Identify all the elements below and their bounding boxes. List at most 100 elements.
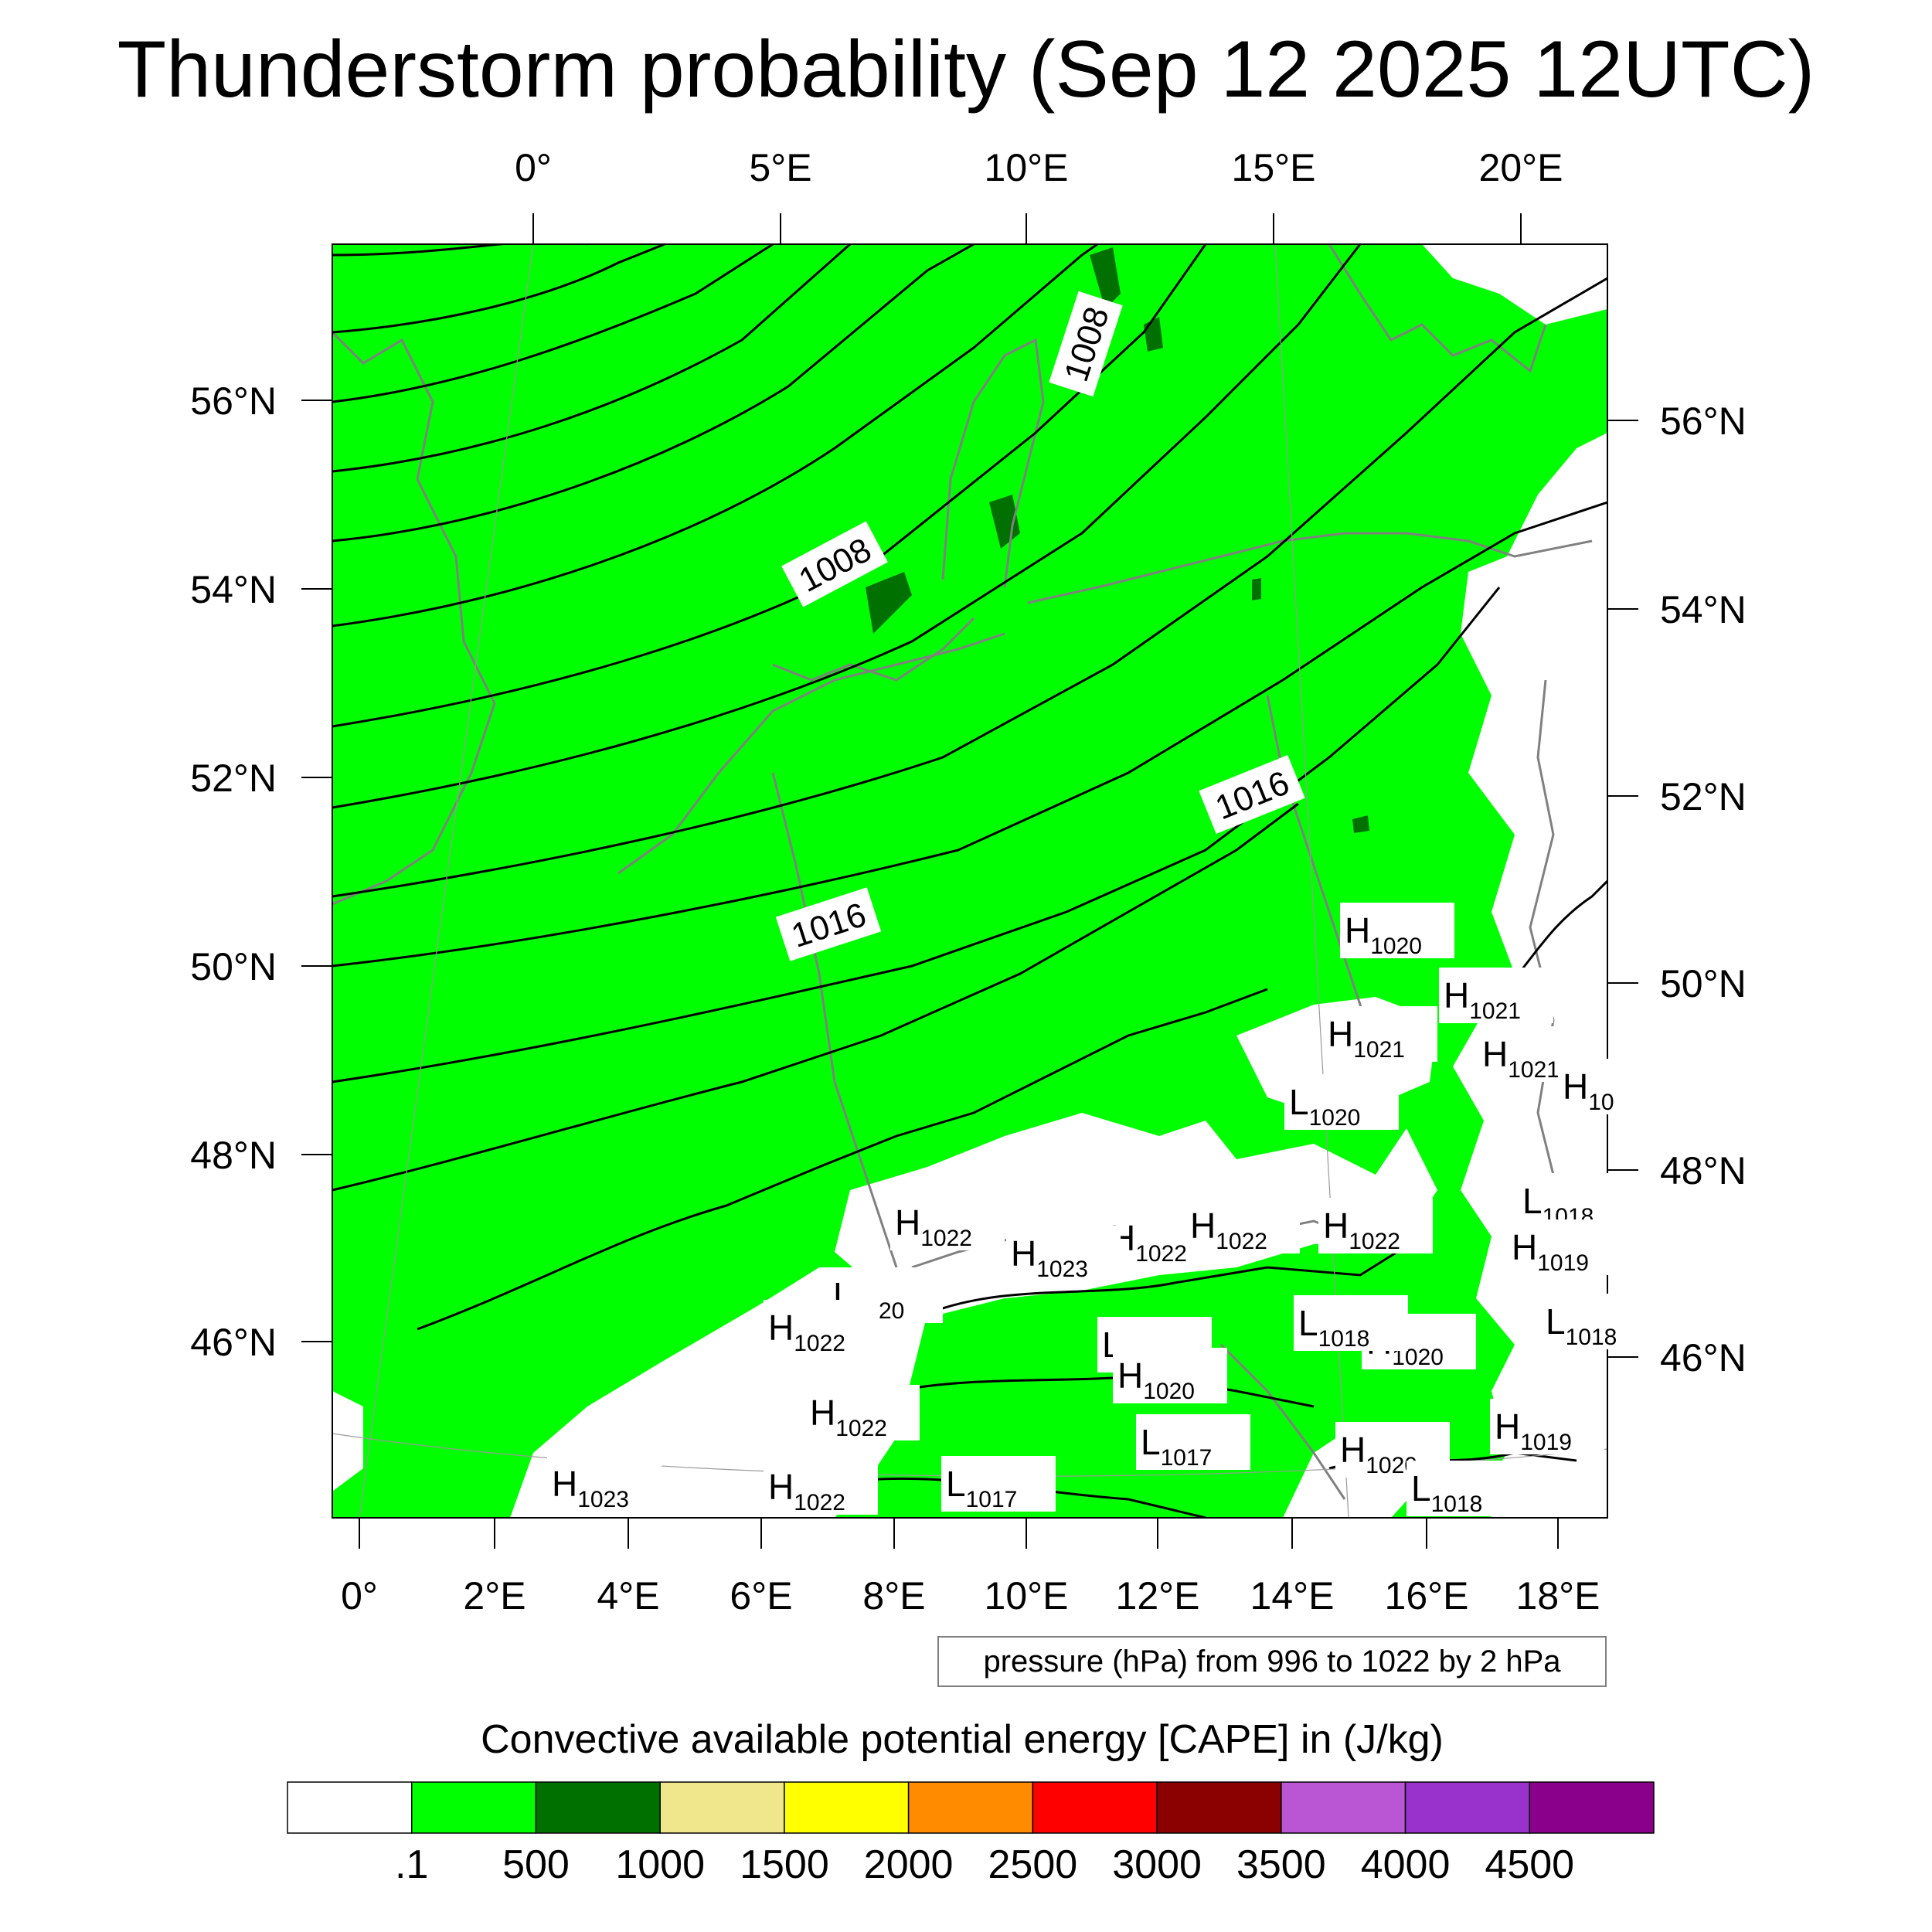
isobar-5 xyxy=(332,244,975,543)
bottom-axis-label-18e: 18°E xyxy=(1516,1574,1600,1617)
isobars xyxy=(332,244,1607,1518)
coast-sweden xyxy=(1328,244,1547,373)
left-axis-label-46n: 46°N xyxy=(190,1321,277,1364)
border-germany-france xyxy=(771,772,898,1268)
isobar-4 xyxy=(332,244,851,473)
contour-info-box: pressure (hPa) from 996 to 1022 by 2 hPa xyxy=(937,1636,1607,1687)
pressure-center-label: L1017 xyxy=(941,1456,1056,1512)
map-frame xyxy=(332,243,1608,1519)
pressure-center-label: L1020 xyxy=(1284,1074,1399,1131)
coast-baltic xyxy=(1027,532,1593,604)
coast-adriatic xyxy=(1219,1343,1346,1500)
pressure-center-label: H1022 xyxy=(1185,1198,1300,1254)
colorbar-swatch xyxy=(410,1781,537,1834)
colorbar-swatch xyxy=(907,1781,1034,1834)
left-axis-label-48n: 48°N xyxy=(190,1134,277,1177)
coast-denmark xyxy=(941,338,1045,588)
pressure-center-label: H1023 xyxy=(1006,1226,1121,1282)
bottom-axis-label-2e: 2°E xyxy=(463,1574,526,1617)
colorbar-label: 4500 xyxy=(1485,1842,1574,1887)
pressure-center-label: H1020 xyxy=(1113,1348,1227,1404)
colorbar-label: 1000 xyxy=(615,1842,705,1887)
right-axis-label-50n: 50°N xyxy=(1660,962,1747,1005)
bottom-axis-label-14e: 14°E xyxy=(1250,1574,1335,1617)
coast-north-sea xyxy=(617,632,1005,875)
top-axis-label-15e: 15°E xyxy=(1232,146,1316,189)
isobar-9 xyxy=(332,277,1607,898)
top-axis-label-20e: 20°E xyxy=(1479,146,1563,189)
bottom-axis-label-12e: 12°E xyxy=(1116,1574,1200,1617)
white-region-west-edge xyxy=(332,1391,363,1492)
isobar-alps-1 xyxy=(927,1235,1423,1315)
border-east-2 xyxy=(1529,679,1563,1206)
left-axis-label-56n: 56°N xyxy=(190,379,277,423)
pressure-center-label: H1020 xyxy=(1340,903,1454,959)
pressure-center-label: H10 xyxy=(1558,1059,1638,1115)
right-axis-label-48n: 48°N xyxy=(1660,1149,1747,1192)
meridian-0 xyxy=(359,244,534,1518)
pressure-center-label: L1018 xyxy=(1294,1295,1408,1352)
bottom-axis-label-16e: 16°E xyxy=(1385,1574,1469,1617)
colorbar-label: 500 xyxy=(502,1842,570,1887)
map-title: Thunderstorm probability (Sep 12 2025 12… xyxy=(117,25,1815,114)
colorbar-swatch xyxy=(1281,1781,1406,1834)
bottom-axis-label-10e: 10°E xyxy=(985,1574,1069,1617)
colorbar-swatch xyxy=(1156,1781,1282,1834)
axis-labels: 0° 5°E 10°E 15°E 20°E 0° 2°E 4°E 6°E 8°E… xyxy=(190,146,1746,1617)
isobar-11 xyxy=(332,587,1501,1083)
pressure-center-label: H1022 xyxy=(764,1300,878,1356)
isobar-2 xyxy=(332,244,665,334)
isobar-1 xyxy=(332,244,587,257)
colorbar-label: 3000 xyxy=(1112,1842,1202,1887)
dark-green-patch-1 xyxy=(866,572,912,634)
top-axis-label-10e: 10°E xyxy=(985,146,1069,189)
colorbar-swatch xyxy=(659,1781,785,1834)
dark-green-patch-6 xyxy=(1252,578,1261,600)
dark-green-patch-3 xyxy=(1090,247,1121,309)
colorbar-label: 3500 xyxy=(1236,1842,1326,1887)
colorbar-swatch xyxy=(287,1781,413,1834)
bottom-axis-label-8e: 8°E xyxy=(862,1574,925,1617)
bottom-axis-label-4e: 4°E xyxy=(597,1574,659,1617)
axis-ticks xyxy=(301,213,1638,1549)
pressure-center-label: H1021 xyxy=(1439,968,1553,1024)
pressure-center-label: H1021 xyxy=(1323,1006,1437,1063)
pressure-center-label: L1017 xyxy=(1136,1414,1250,1471)
pressure-center-label: H1022 xyxy=(1318,1198,1433,1254)
bottom-axis-label-0: 0° xyxy=(341,1574,378,1617)
dark-green-patch-2 xyxy=(989,495,1020,549)
isobar-12 xyxy=(332,802,1299,1192)
isobar-3 xyxy=(332,244,774,403)
colorbar-label: 1500 xyxy=(740,1842,829,1887)
pressure-center-label: L1018 xyxy=(1406,1461,1521,1517)
pressure-center-label: H1022 xyxy=(805,1385,920,1441)
dark-green-patch-5 xyxy=(1352,815,1369,833)
colorbar-label: .1 xyxy=(395,1842,428,1887)
pressure-center-label: H1019 xyxy=(1507,1219,1621,1276)
left-axis-label-54n: 54°N xyxy=(190,568,277,611)
colorbar-label: 2000 xyxy=(864,1842,954,1887)
bottom-axis-label-6e: 6°E xyxy=(730,1574,792,1617)
pressure-center-label: H1022 xyxy=(764,1459,878,1515)
isobar-6 xyxy=(332,244,1098,628)
contour-info-text: pressure (hPa) from 996 to 1022 by 2 hPa xyxy=(983,1645,1561,1679)
colorbar-swatch xyxy=(1404,1781,1531,1834)
pressure-center-label: L1018 xyxy=(1541,1294,1655,1350)
coast-britain xyxy=(332,331,496,906)
colorbar-swatch xyxy=(1529,1781,1655,1834)
left-axis-label-50n: 50°N xyxy=(190,945,277,988)
colorbar-label: 2500 xyxy=(988,1842,1078,1887)
coast-north-germany xyxy=(772,617,975,682)
isobar-10 xyxy=(332,501,1607,968)
pressure-center-label: H1019 xyxy=(1490,1399,1604,1455)
pressure-center-label: H1022 xyxy=(890,1195,1005,1251)
colorbar-swatch xyxy=(1032,1781,1158,1834)
pressure-center-label: H1020 xyxy=(1335,1422,1450,1478)
border-east xyxy=(1266,695,1377,1052)
left-axis-label-52n: 52°N xyxy=(190,757,277,800)
colorbar: .1 500 1000 1500 2000 2500 3000 3500 4000 4500 xyxy=(287,1781,1655,1887)
right-axis-label-54n: 54°N xyxy=(1660,588,1747,631)
pressure-center-label: H1023 xyxy=(547,1456,662,1512)
